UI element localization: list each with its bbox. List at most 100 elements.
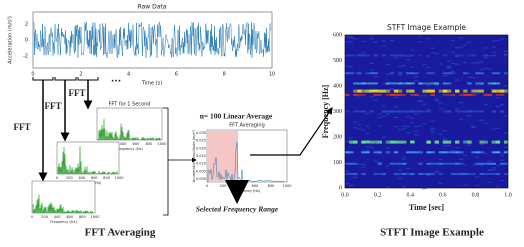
stft-cell bbox=[459, 172, 464, 175]
fft-panel bbox=[31, 180, 96, 214]
stft-cell bbox=[345, 151, 350, 154]
stft-cell bbox=[434, 162, 440, 165]
stft-cell bbox=[357, 93, 362, 96]
stft-cell bbox=[442, 75, 447, 77]
stft-cell bbox=[393, 96, 398, 99]
stft-cell bbox=[381, 89, 387, 93]
stft-cell bbox=[385, 151, 391, 154]
stft-cell bbox=[455, 110, 460, 113]
stft-cell bbox=[459, 101, 464, 104]
stft-cell bbox=[499, 162, 505, 165]
stft-cell bbox=[353, 54, 358, 57]
stft-cell bbox=[459, 118, 464, 120]
stft-cell bbox=[483, 57, 488, 59]
stft-cell bbox=[450, 162, 456, 165]
stft-cell bbox=[471, 110, 476, 113]
stft-cell bbox=[353, 89, 358, 93]
stft-cell bbox=[434, 140, 440, 144]
stft-cell bbox=[483, 172, 488, 175]
stft-cell bbox=[385, 64, 390, 66]
stft-cell bbox=[361, 82, 366, 85]
stft-cell bbox=[393, 110, 399, 113]
stft-cell bbox=[385, 110, 391, 113]
stft-cell bbox=[385, 82, 391, 85]
stft-cell bbox=[377, 161, 382, 164]
stft-cell bbox=[491, 72, 497, 75]
stft-cell bbox=[430, 151, 435, 154]
stft-cell bbox=[434, 98, 439, 100]
stft-cell bbox=[410, 82, 415, 85]
fft-x-tick: 1000 bbox=[91, 215, 100, 219]
stft-cell bbox=[426, 37, 431, 39]
stft-cell bbox=[381, 83, 386, 85]
avg-note: n= 100 Linear Average bbox=[200, 112, 273, 121]
stft-cell bbox=[377, 89, 382, 93]
stft-cell bbox=[402, 125, 407, 127]
stft-cell bbox=[422, 82, 427, 85]
stft-x-label: Time [sec] bbox=[409, 203, 445, 212]
stft-cell bbox=[499, 103, 504, 106]
stft-cell bbox=[459, 152, 464, 154]
stft-cell bbox=[471, 164, 476, 166]
stft-cell bbox=[499, 110, 505, 113]
stft-cell bbox=[467, 110, 472, 112]
stft-cell bbox=[426, 151, 431, 154]
stft-cell bbox=[406, 89, 411, 93]
avg-y-tick: 0.010 bbox=[196, 162, 206, 166]
stft-cell bbox=[446, 93, 452, 96]
stft-cell bbox=[381, 172, 387, 175]
stft-cell bbox=[475, 89, 480, 93]
stft-cell bbox=[467, 93, 472, 96]
stft-cell bbox=[495, 127, 500, 130]
fft-x-tick: 400 bbox=[78, 176, 85, 180]
stft-cell bbox=[503, 140, 509, 144]
stft-cell bbox=[463, 93, 468, 96]
stft-cell bbox=[402, 186, 407, 188]
stft-cell bbox=[369, 69, 374, 71]
stft-cell bbox=[393, 151, 399, 154]
stft-cell bbox=[385, 73, 390, 75]
stft-cell bbox=[438, 102, 443, 104]
fft-x-tick: 600 bbox=[91, 176, 98, 180]
stft-cell bbox=[503, 85, 508, 87]
stft-cell bbox=[345, 172, 350, 175]
stft-cell bbox=[442, 162, 448, 165]
stft-cell bbox=[349, 37, 354, 39]
fft-label: FFT bbox=[69, 88, 86, 98]
stft-cell bbox=[442, 94, 447, 96]
stft-cell bbox=[426, 55, 431, 57]
stft-cell bbox=[430, 47, 435, 49]
stft-cell bbox=[430, 172, 435, 175]
stft-cell bbox=[353, 93, 358, 96]
stft-cell bbox=[397, 172, 403, 175]
stft-cell bbox=[463, 164, 468, 166]
stft-cell bbox=[446, 151, 452, 154]
stft-cell bbox=[479, 172, 484, 175]
stft-cell bbox=[414, 130, 419, 132]
avg-x-tick: 1000 bbox=[283, 184, 292, 188]
stft-cell bbox=[373, 76, 378, 78]
stft-cell bbox=[450, 62, 456, 65]
stft-cell bbox=[495, 93, 501, 96]
stft-cell bbox=[463, 154, 468, 156]
stft-cell bbox=[414, 113, 419, 115]
stft-cell bbox=[353, 127, 358, 129]
raw-x-label: Time (s) bbox=[141, 81, 162, 87]
stft-cell bbox=[491, 128, 496, 130]
stft-cell bbox=[393, 93, 399, 96]
stft-cell bbox=[487, 55, 492, 57]
stft-cell bbox=[406, 151, 411, 154]
stft-cell bbox=[491, 140, 497, 144]
stft-cell bbox=[357, 95, 362, 97]
stft-cell bbox=[373, 41, 378, 43]
stft-cell bbox=[373, 173, 378, 175]
stft-cell bbox=[438, 172, 444, 175]
stft-cell bbox=[463, 140, 468, 144]
stft-cell bbox=[402, 110, 407, 113]
stft-cell bbox=[381, 105, 386, 107]
layer: Raw Data 0 2 4 6 8 10 2 0 -2 Time (s) Acceleration … bbox=[8, 4, 512, 239]
stft-cell bbox=[467, 54, 472, 57]
stft-cell bbox=[377, 172, 382, 175]
stft-cell bbox=[365, 82, 370, 85]
